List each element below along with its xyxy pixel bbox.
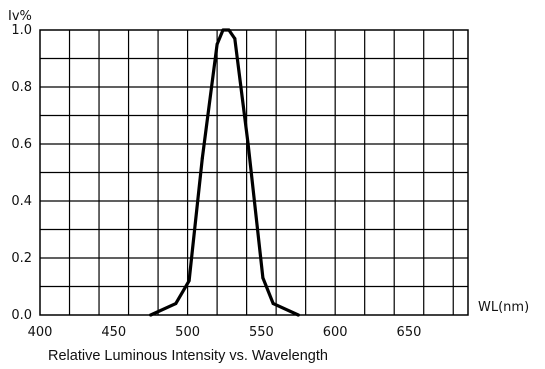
data-point xyxy=(227,28,231,32)
data-point xyxy=(261,276,265,280)
x-tick-label: 500 xyxy=(175,325,200,340)
data-point xyxy=(271,302,275,306)
y-axis-label: Iv% xyxy=(8,9,32,24)
y-tick-label: 0.2 xyxy=(11,251,32,266)
series-layer xyxy=(149,28,300,317)
x-tick-label: 650 xyxy=(397,325,422,340)
y-tick-label: 0.6 xyxy=(11,137,32,152)
data-point xyxy=(215,42,219,46)
x-tick-label: 450 xyxy=(101,325,126,340)
data-point xyxy=(233,37,237,41)
data-point xyxy=(187,279,191,283)
y-tick-labels: 1.0 0.8 0.6 0.4 0.2 0.0 xyxy=(11,23,32,323)
y-tick-label: 0.4 xyxy=(11,194,32,209)
y-tick-label: 0.0 xyxy=(11,308,32,323)
data-point xyxy=(221,28,225,32)
data-point xyxy=(149,313,153,317)
data-point xyxy=(296,313,300,317)
data-point xyxy=(200,156,204,160)
x-axis-label: WL(nm) xyxy=(478,300,529,315)
x-tick-label: 550 xyxy=(249,325,274,340)
x-tick-label: 600 xyxy=(323,325,348,340)
x-tick-label: 400 xyxy=(28,325,53,340)
x-tick-labels: 400 450 500 550 600 650 xyxy=(28,325,422,340)
series-line xyxy=(149,28,300,317)
y-tick-label: 0.8 xyxy=(11,80,32,95)
chart-title: Relative Luminous Intensity vs. Waveleng… xyxy=(48,348,328,364)
data-point xyxy=(174,302,178,306)
data-point xyxy=(246,142,250,146)
plot-frame xyxy=(39,29,469,316)
grid xyxy=(40,30,468,315)
y-tick-label: 1.0 xyxy=(11,23,32,38)
